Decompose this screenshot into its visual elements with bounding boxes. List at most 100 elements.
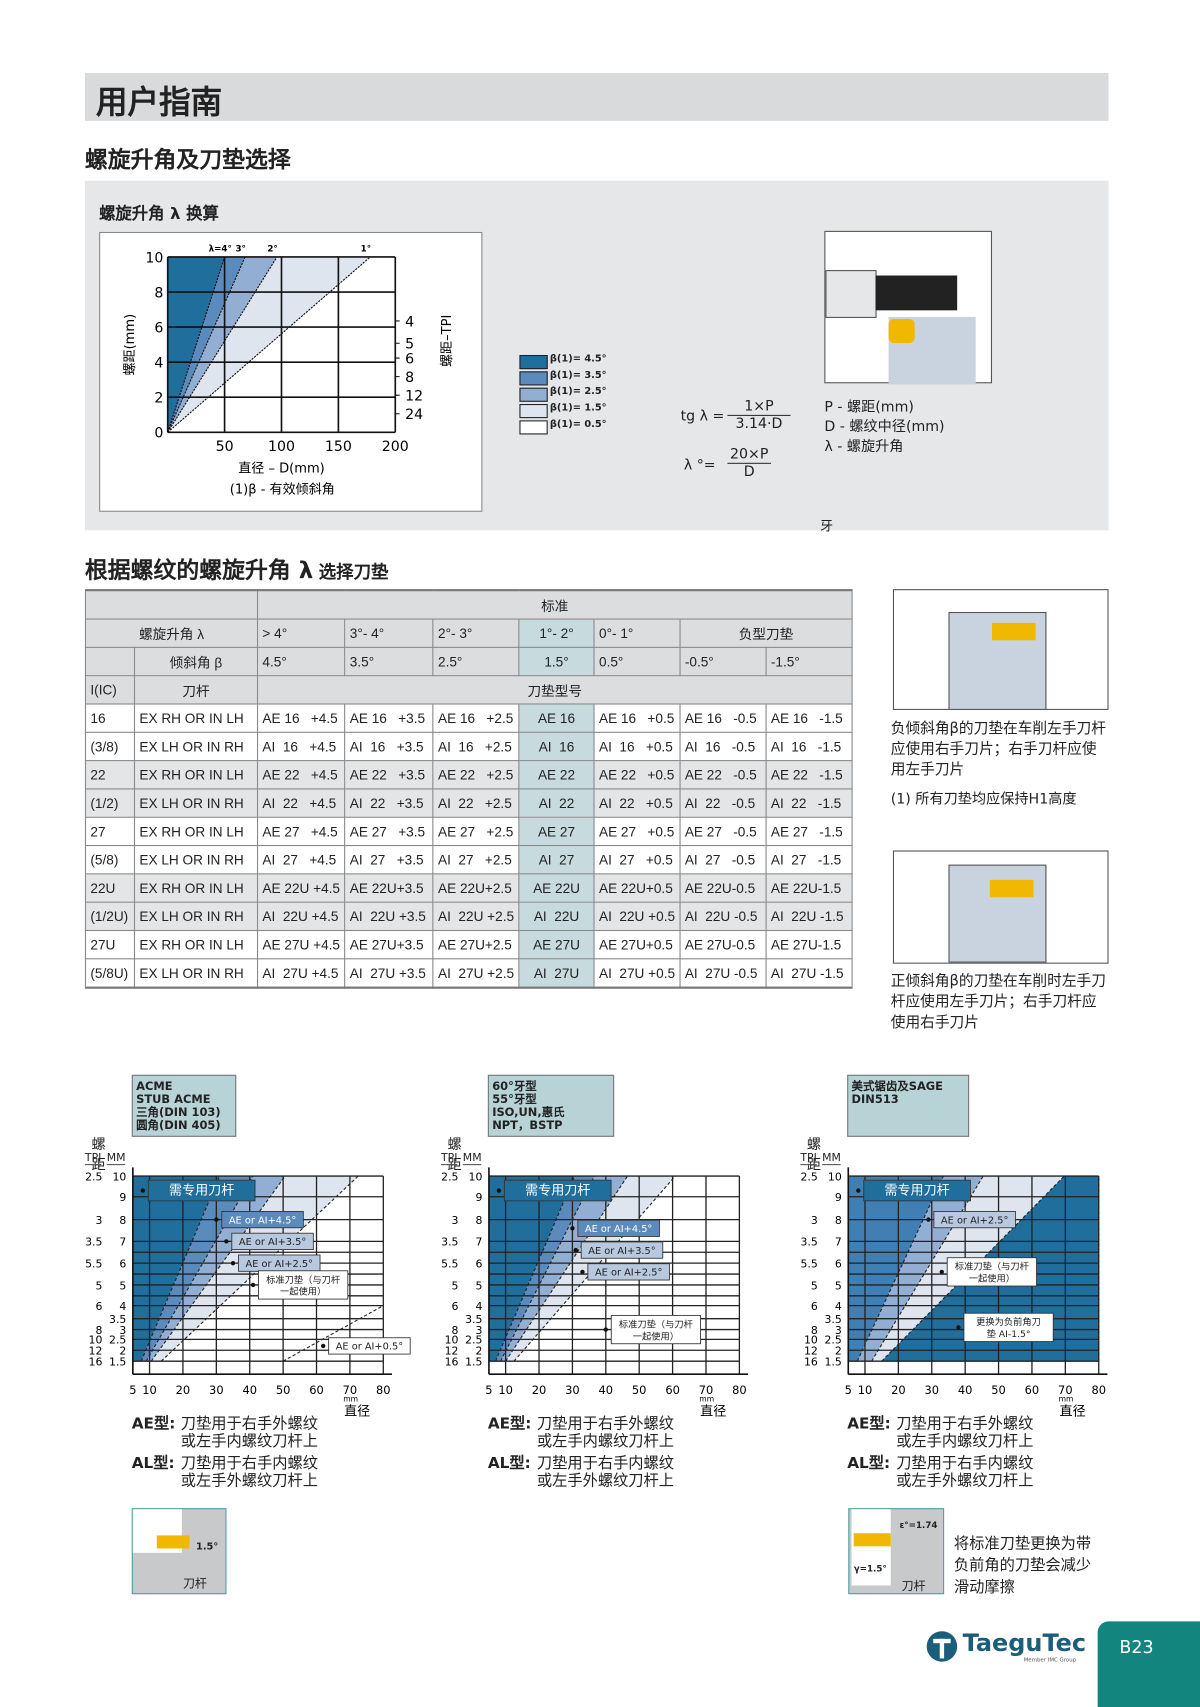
formula-lambda-lhs: λ °=	[683, 457, 716, 474]
insert-cell: AE 22U+3.5	[344, 873, 434, 903]
insert-cell: AE 22U-0.5	[679, 873, 767, 903]
y-tick-mm: 5	[119, 1279, 126, 1292]
annotation-dot	[224, 1239, 229, 1244]
y-tick-tpi: 12	[89, 1345, 103, 1358]
def-d: D - 螺纹中径(mm)	[824, 419, 945, 436]
y-tick-tpi: 3.5	[441, 1236, 458, 1249]
beta-value: 3.5°	[344, 646, 434, 677]
annotation-box	[231, 1232, 314, 1250]
type-label: AL型:	[487, 1454, 531, 1473]
y-tick-tpi: 10	[804, 1334, 818, 1347]
taegutec-logo: TaeguTec Member IMC Group	[926, 1630, 1086, 1667]
holder-cell: EX RH OR IN LH	[133, 873, 259, 903]
insert-cell: AI 16 -0.5	[679, 731, 767, 762]
x-tick-label: 80	[376, 1383, 391, 1397]
annotation-box	[863, 1179, 971, 1202]
y-tick-tpi: 10	[89, 1334, 103, 1347]
insert-cell: AI 22 +4.5	[256, 788, 346, 818]
annotation-label: 标准刀垫（与刀杆	[955, 1261, 1029, 1273]
insert-cell: AI 27 +4.5	[256, 845, 346, 875]
holder-cell: EX RH OR IN LH	[133, 816, 259, 847]
insert-cell: AI 22 +3.5	[344, 788, 434, 818]
thread-type: 美式锯齿及SAGE	[851, 1080, 943, 1094]
y-tick-mm: 6	[475, 1258, 482, 1271]
insert-cell: AI 22U +4.5	[256, 901, 346, 932]
legend-swatch	[519, 387, 548, 402]
legend-label: β(1)= 0.5°	[549, 419, 607, 431]
page-header-bar: 用户指南	[84, 72, 1109, 121]
insert-cell: AE 22	[518, 760, 595, 790]
annotation-label: AE or AI+4.5°	[229, 1215, 296, 1226]
x-tick-label: 10	[498, 1383, 513, 1397]
annotation-label: AE or AI+2.5°	[595, 1268, 662, 1279]
annotation-box	[147, 1179, 256, 1202]
page-number-tab: B23	[1097, 1621, 1200, 1707]
x-unit: mm	[1059, 1394, 1074, 1403]
region-boundary	[495, 1175, 576, 1362]
insert-cell: AE 16 +2.5	[432, 703, 520, 733]
annotation-box	[258, 1270, 349, 1300]
y-tick-mm: 2	[835, 1345, 842, 1358]
annotation-box	[328, 1337, 411, 1355]
annotation-label: AE or AI+2.5°	[246, 1259, 313, 1270]
tpi-tick-label: 24	[405, 407, 423, 423]
beta-value: 2.5°	[432, 646, 520, 677]
y-tick-tpi: 3.5	[85, 1236, 102, 1249]
y-tick-tpi: 5.5	[800, 1258, 817, 1271]
x-tick-label: 5	[845, 1383, 852, 1397]
positive-insert-diagram	[892, 850, 1109, 964]
ic-cell: 27	[84, 816, 136, 847]
beta-value: -1.5°	[765, 646, 853, 677]
y-axis-title: 螺距	[806, 1136, 822, 1174]
ic-cell: (1/2)	[84, 788, 136, 818]
y-tick-label: 10	[145, 250, 163, 266]
tpi-tick-label: 4	[405, 314, 414, 330]
insert-cell: AE 27U +4.5	[256, 929, 346, 960]
insert-cell: AE 27	[518, 816, 595, 847]
ic-cell: (5/8U)	[84, 958, 136, 989]
insert-cell: AE 27U-0.5	[679, 929, 767, 960]
formula-lambda-num: 20×P	[727, 446, 771, 464]
y-tick-mm: 10	[828, 1170, 842, 1183]
table-row: (5/8) EX LH OR IN RH AI 27 +4.5 AI 27 +3.5 A…	[84, 845, 853, 875]
x-tick-label: 5	[129, 1383, 136, 1397]
insert-cell: AE 22 +0.5	[593, 760, 681, 790]
y-tick-tpi: 2.5	[441, 1170, 458, 1183]
formula-tg: tg λ =	[681, 408, 725, 424]
y-col-mm: MM	[462, 1152, 482, 1166]
region-boundary	[160, 1175, 359, 1362]
thread-type-box: ACME STUB ACME 三角(DIN 103) 圆角(DIN 405)	[131, 1074, 237, 1137]
angle-top-label: 2°	[267, 245, 277, 255]
x-tick-label: 50	[991, 1383, 1006, 1397]
annotation-label: 需专用刀杆	[884, 1183, 949, 1198]
table-row: (5/8U) EX LH OR IN RH AI 27U +4.5 AI 27U +3…	[84, 958, 853, 989]
legend-swatch	[519, 371, 548, 386]
legend-item: β(1)= 2.5°	[519, 387, 617, 402]
ic-cell: 22U	[84, 873, 136, 903]
y-tick-tpi: 3.5	[800, 1236, 817, 1249]
y-axis-title: 螺距	[447, 1136, 462, 1174]
y-tick-mm: 2.5	[109, 1334, 126, 1347]
note-negative-rake: 将标准刀垫更换为带负前角的刀垫会减少滑动摩擦	[953, 1535, 1092, 1597]
insert-cell: AI 27	[518, 845, 595, 875]
legend-item: β(1)= 3.5°	[519, 370, 617, 386]
insert-cell: AE 22U	[518, 873, 595, 903]
x-unit: mm	[699, 1394, 714, 1403]
y-tick-tpi: 5	[811, 1279, 818, 1292]
y-tick-mm: 6	[835, 1258, 842, 1271]
y-tick-mm: 8	[475, 1214, 482, 1227]
y-axis-title: 螺距	[91, 1136, 106, 1174]
type-description: 刀垫用于右手外螺纹 或左手内螺纹刀杆上	[896, 1415, 1034, 1451]
tpi-tick-label: 6	[405, 352, 414, 368]
annotation-box	[577, 1219, 660, 1237]
annotation-box	[610, 1314, 701, 1345]
legend-label: β(1)= 4.5°	[549, 353, 607, 365]
region-boundary	[500, 1175, 595, 1362]
region-boundary	[505, 1175, 628, 1362]
insert-cell: AE 27 -0.5	[679, 816, 767, 847]
y-col-tpi: TPI	[800, 1152, 817, 1166]
angle-label: 1.5°	[196, 1541, 219, 1553]
y-tick-mm: 7	[835, 1236, 842, 1249]
y-tick-mm: 3.5	[824, 1313, 841, 1326]
x-axis-label: 直径 – D(mm)	[238, 462, 325, 477]
